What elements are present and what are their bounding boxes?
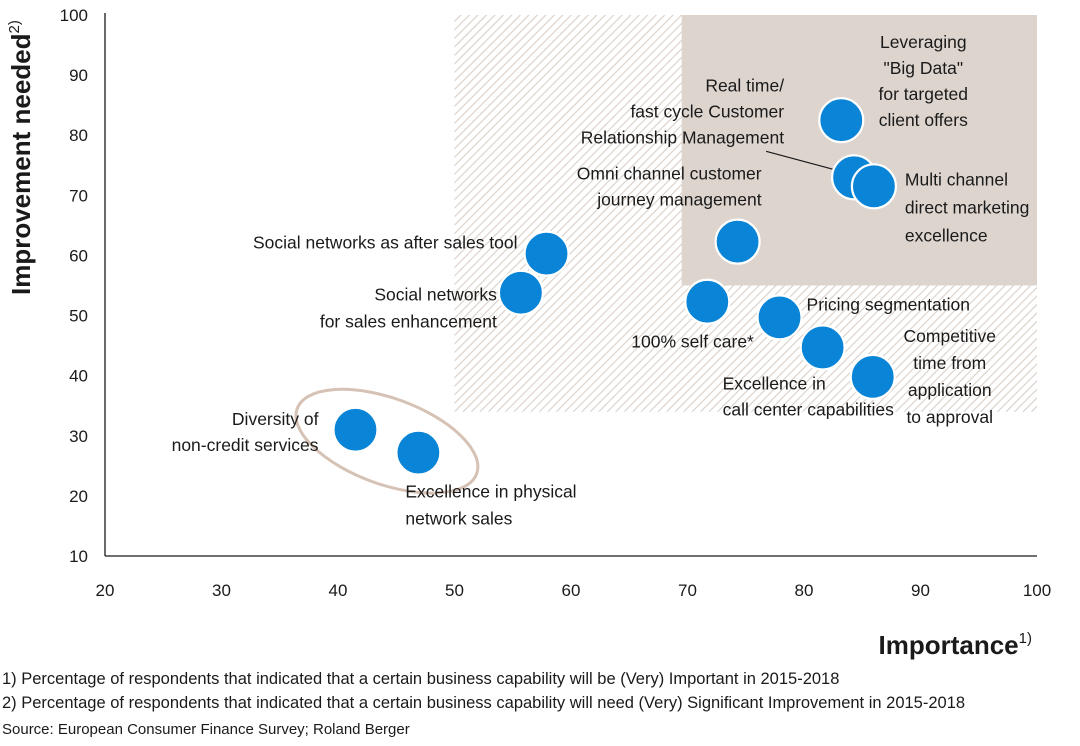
y-tick-label: 80 xyxy=(69,126,88,145)
data-point xyxy=(523,230,570,277)
y-tick-label: 50 xyxy=(69,307,88,326)
x-tick-label: 60 xyxy=(562,581,581,600)
x-axis-title: Importance1) xyxy=(879,630,1033,660)
data-point xyxy=(714,218,761,265)
point-label: Multi channel direct marketing excellence xyxy=(905,169,1030,245)
y-tick-label: 90 xyxy=(69,66,88,85)
point-label: Diversity of non-credit services xyxy=(172,409,319,455)
point-label: Real time/fast cycle Customer Relationshi… xyxy=(581,75,784,147)
x-tick-label: 20 xyxy=(96,581,115,600)
data-point xyxy=(332,406,379,453)
x-tick-label: 80 xyxy=(795,581,814,600)
data-point xyxy=(849,353,896,400)
y-tick-label: 20 xyxy=(69,487,88,506)
data-point xyxy=(850,163,898,210)
scatter-chart: 10 20 30 40 50 60 70 80 90 100 20 30 40 50 60 70 80 90 100… xyxy=(6,6,1051,660)
data-point xyxy=(684,278,731,325)
point-label: Excellence in physical network sales xyxy=(405,482,576,529)
point-label: Social networks as after sales tool xyxy=(253,233,518,253)
x-tick-label: 30 xyxy=(212,581,231,600)
grouping-ellipse xyxy=(294,387,480,495)
y-tick-label: 70 xyxy=(69,186,88,205)
point-label: Leveraging "Big Data" for targeted client o… xyxy=(879,32,969,130)
data-point xyxy=(497,269,545,316)
x-tick-label: 50 xyxy=(445,581,464,600)
point-label: 100% self care* xyxy=(631,332,754,352)
x-tick-label: 100 xyxy=(1023,581,1051,600)
source-note: Source: European Consumer Finance Survey… xyxy=(2,721,410,738)
y-axis-title: Improvement needed2) xyxy=(6,20,36,295)
x-tick-label: 90 xyxy=(911,581,930,600)
point-label: Pricing segmentation xyxy=(807,294,970,314)
y-tick-label: 30 xyxy=(69,427,88,446)
y-tick-label: 10 xyxy=(69,547,88,566)
data-point xyxy=(756,294,803,341)
footnote-improvement: 2) Percentage of respondents that indica… xyxy=(2,694,966,712)
y-tick-label: 60 xyxy=(69,246,88,265)
y-tick-label: 100 xyxy=(60,6,88,25)
data-point xyxy=(818,97,865,144)
point-label: Competitive time from application to approv… xyxy=(904,326,996,427)
x-tick-label: 70 xyxy=(678,581,697,600)
point-label: Omni channel customer journey management xyxy=(577,164,762,210)
data-point xyxy=(799,324,846,371)
point-label: Excellence in call center capabilities xyxy=(723,373,894,419)
point-label: Social networks for sales enhancement xyxy=(320,285,497,332)
x-tick-label: 40 xyxy=(329,581,348,600)
y-tick-label: 40 xyxy=(69,367,88,386)
footnote-importance: 1) Percentage of respondents that indica… xyxy=(2,670,840,688)
data-point xyxy=(395,429,442,476)
